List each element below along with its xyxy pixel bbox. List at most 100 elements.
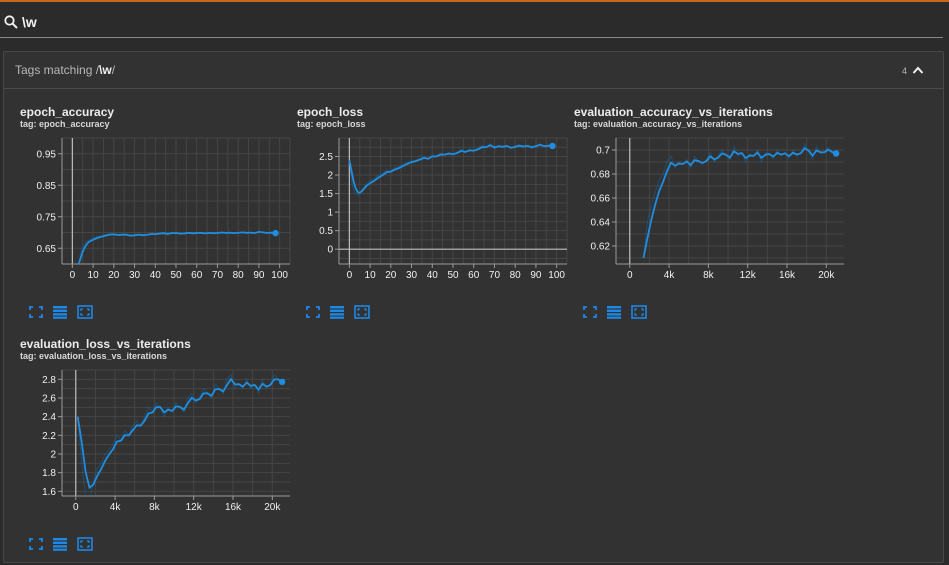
y-tick-label: 2.8 (42, 375, 56, 386)
x-tick-label: 0 (347, 270, 353, 281)
chart-card-evaluation-accuracy: evaluation_accuracy_vs_iterations tag: e… (574, 105, 850, 319)
y-tick-label: 0.64 (591, 218, 611, 229)
y-tick-label: 0.68 (591, 170, 611, 181)
card-title: evaluation_loss_vs_iterations (20, 337, 191, 351)
x-tick-label: 60 (468, 270, 480, 281)
section-header[interactable]: Tags matching /\w/ 4 (4, 52, 943, 89)
chart-card-epoch-loss: epoch_loss tag: epoch_loss 0 10 20 30 40 50 60… (297, 105, 573, 319)
tag-group-section: Tags matching /\w/ 4 epoch_accuracy tag:… (3, 51, 944, 563)
y-tick-label: 1 (327, 208, 333, 219)
section-title-pattern: \w (99, 63, 112, 77)
y-tick-label: 0.85 (37, 181, 57, 192)
x-tick-label: 50 (447, 270, 459, 281)
y-tick-label: 2 (50, 450, 56, 461)
series-end-point (549, 142, 556, 150)
fit-domain-icon[interactable] (354, 305, 370, 319)
x-tick-label: 30 (406, 270, 418, 281)
x-tick-label: 80 (510, 270, 522, 281)
x-tick-label: 100 (548, 270, 565, 281)
card-tag: tag: epoch_accuracy (20, 119, 110, 129)
card-tag: tag: epoch_loss (297, 119, 366, 129)
x-tick-label: 50 (170, 270, 182, 281)
expand-icon[interactable] (305, 305, 321, 319)
y-tick-label: 1.6 (42, 487, 56, 498)
x-tick-label: 4k (110, 502, 122, 513)
x-tick-label: 12k (186, 502, 203, 513)
fit-domain-icon[interactable] (77, 305, 93, 319)
chart-card-epoch-accuracy: epoch_accuracy tag: epoch_accuracy 0 10 20… (20, 105, 296, 319)
tag-filter (0, 6, 943, 38)
x-tick-label: 70 (212, 270, 224, 281)
y-tick-label: 2.4 (42, 412, 56, 423)
x-tick-label: 10 (88, 270, 100, 281)
section-title: Tags matching /\w/ (15, 63, 115, 77)
x-tick-label: 40 (427, 270, 439, 281)
tag-count: 4 (902, 66, 908, 76)
x-tick-label: 10 (365, 270, 377, 281)
data-table-icon[interactable] (52, 537, 68, 551)
series-line-raw (348, 142, 553, 197)
y-tick-label: 0.65 (37, 244, 57, 255)
y-tick-label: 0.5 (319, 226, 333, 237)
data-table-icon[interactable] (606, 305, 622, 319)
x-tick-label: 4k (664, 270, 676, 281)
x-tick-label: 0 (73, 502, 79, 513)
card-title: epoch_accuracy (20, 105, 115, 119)
top-accent-bar (0, 0, 949, 2)
x-tick-label: 90 (530, 270, 542, 281)
x-tick-label: 20k (818, 270, 835, 281)
series-end-point (278, 378, 286, 386)
data-table-icon[interactable] (52, 305, 68, 319)
tag-filter-input[interactable] (22, 12, 622, 32)
series-end-point (272, 229, 279, 237)
y-tick-label: 1.5 (319, 189, 333, 200)
y-tick-label: 0.95 (37, 149, 57, 160)
x-tick-label: 8k (149, 502, 161, 513)
line-chart[interactable]: 0 10 20 30 40 50 60 70 80 90 100 0.65 0.75 0.85 0.95 (20, 136, 296, 294)
card-title: evaluation_accuracy_vs_iterations (574, 105, 773, 119)
x-tick-label: 8k (703, 270, 715, 281)
x-tick-label: 20k (264, 502, 281, 513)
line-chart[interactable]: 0 10 20 30 40 50 60 70 80 90 100 0 0.5 1 1.5 2 2.5 (297, 136, 573, 294)
expand-icon[interactable] (28, 305, 44, 319)
fit-domain-icon[interactable] (77, 537, 93, 551)
y-tick-label: 2.6 (42, 394, 56, 405)
series-line (76, 377, 283, 490)
chevron-up-icon[interactable] (912, 65, 924, 75)
y-tick-label: 0.62 (591, 242, 611, 253)
x-tick-label: 0 (627, 270, 633, 281)
card-title: epoch_loss (297, 105, 364, 119)
x-tick-label: 80 (233, 270, 245, 281)
y-tick-label: 2.5 (319, 152, 333, 163)
y-tick-label: 0.75 (37, 212, 57, 223)
x-tick-label: 60 (191, 270, 203, 281)
x-tick-label: 30 (129, 270, 141, 281)
fit-domain-icon[interactable] (631, 305, 647, 319)
expand-icon[interactable] (28, 537, 44, 551)
x-tick-label: 100 (271, 270, 288, 281)
y-tick-label: 2.2 (42, 431, 56, 442)
x-tick-label: 0 (70, 270, 76, 281)
y-tick-label: 2 (327, 171, 333, 182)
search-icon (4, 15, 18, 29)
x-tick-label: 12k (740, 270, 757, 281)
line-chart[interactable]: 0 4k 8k 12k 16k 20k 1.6 1.8 2 2.2 2.4 2.6 2.8 (20, 368, 296, 526)
chart-card-evaluation-loss: evaluation_loss_vs_iterations tag: evalu… (20, 337, 296, 551)
y-tick-label: 0 (327, 245, 333, 256)
y-tick-label: 0.66 (591, 194, 611, 205)
x-tick-label: 90 (253, 270, 265, 281)
series-line-raw (643, 142, 837, 259)
x-tick-label: 16k (779, 270, 796, 281)
card-tag: tag: evaluation_loss_vs_iterations (20, 351, 168, 361)
expand-icon[interactable] (582, 305, 598, 319)
x-tick-label: 40 (150, 270, 162, 281)
line-chart[interactable]: 0 4k 8k 12k 16k 20k 0.62 0.64 0.66 0.68 0.7 (574, 136, 850, 294)
y-tick-label: 0.7 (596, 146, 610, 157)
x-tick-label: 20 (385, 270, 397, 281)
series-line (348, 143, 553, 194)
section-title-suffix: / (111, 63, 116, 77)
series-line (642, 147, 837, 259)
x-tick-label: 20 (108, 270, 120, 281)
x-tick-label: 16k (225, 502, 242, 513)
data-table-icon[interactable] (329, 305, 345, 319)
